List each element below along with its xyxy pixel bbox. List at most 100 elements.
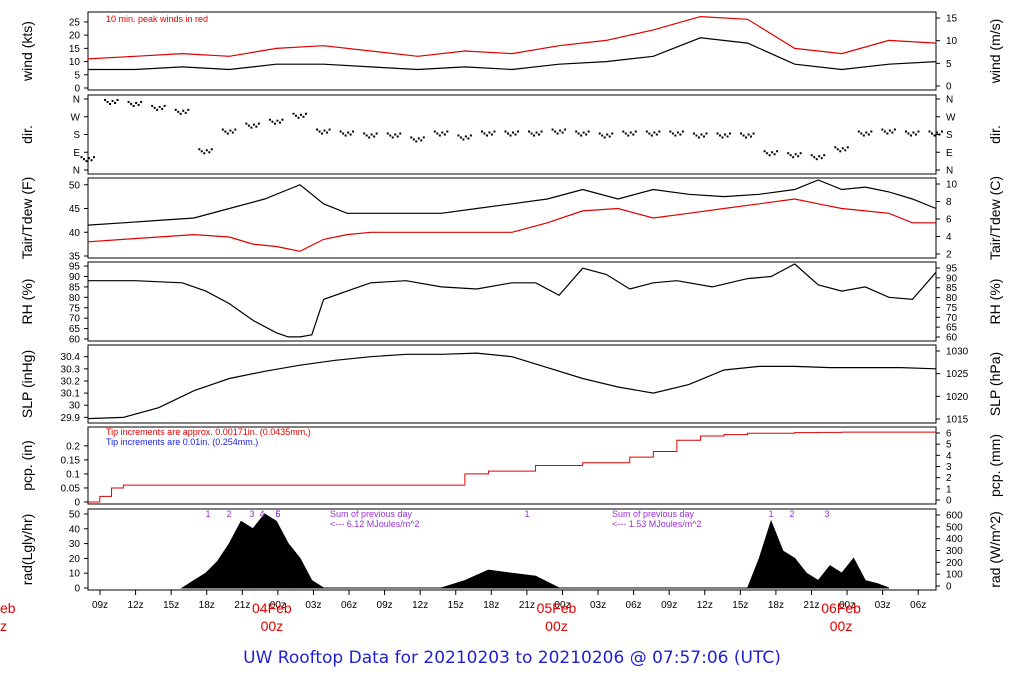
- data-point: [658, 130, 661, 133]
- y-tick-label: 1: [946, 484, 952, 495]
- panel-annotation: Tip increments are approx. 0.00171in. (0…: [106, 427, 311, 437]
- data-point: [881, 128, 884, 131]
- data-point: [799, 152, 802, 155]
- data-point: [931, 132, 933, 135]
- left-axis-label: SLP (inHg): [19, 350, 35, 418]
- panel-annotation: Tip increments are 0.01in. (0.254mm.): [106, 437, 258, 447]
- data-point: [509, 134, 512, 137]
- data-point: [846, 146, 849, 149]
- y-tick-label: 90: [946, 273, 958, 284]
- day-time-label: 00z: [545, 618, 568, 634]
- left-axis-label: rad(Lgly/hr): [19, 514, 35, 586]
- data-point: [88, 157, 90, 160]
- data-point: [789, 154, 792, 157]
- data-point: [928, 130, 931, 133]
- data-point: [655, 133, 658, 136]
- data-point: [622, 130, 625, 133]
- data-point: [365, 134, 368, 137]
- y-tick-label: 30: [69, 539, 81, 550]
- right-axis-label: rad (W/m^2): [987, 511, 1003, 588]
- y-tick-label: 70: [946, 313, 958, 324]
- data-point: [603, 136, 606, 139]
- y-tick-label: 0.05: [61, 483, 81, 494]
- y-tick-label: 30.1: [61, 389, 81, 400]
- x-tick-label: 09z: [92, 600, 108, 611]
- line-series: [88, 431, 936, 503]
- sun-marker-label: 3: [824, 509, 829, 519]
- y-tick-label: 10: [946, 180, 958, 191]
- data-point: [132, 104, 135, 107]
- data-point: [747, 133, 750, 136]
- data-point: [810, 154, 813, 157]
- y-tick-label: 0: [946, 496, 952, 507]
- data-point: [697, 136, 700, 139]
- y-tick-label: 1030: [946, 347, 969, 358]
- panel-annotation: <--- 1.53 MJoules/m^2: [612, 519, 702, 529]
- data-point: [726, 135, 729, 138]
- data-point: [611, 132, 614, 135]
- data-point: [669, 130, 672, 133]
- data-point: [467, 137, 470, 140]
- x-tick-label: 21z: [519, 600, 535, 611]
- data-point: [109, 102, 112, 105]
- data-point: [436, 132, 439, 135]
- data-point: [857, 130, 860, 133]
- data-point: [156, 108, 159, 111]
- y-tick-label: 20: [69, 31, 81, 42]
- data-point: [85, 160, 88, 163]
- data-point: [151, 104, 154, 107]
- data-point: [83, 158, 85, 161]
- x-tick-label: 00z: [839, 600, 855, 611]
- data-point: [137, 103, 140, 106]
- y-tick-label: 100: [946, 570, 963, 581]
- data-point: [627, 134, 630, 137]
- data-point: [271, 120, 274, 123]
- data-point: [862, 134, 865, 137]
- y-tick-label: N: [946, 95, 953, 106]
- data-point: [295, 114, 297, 117]
- y-tick-label: 0: [946, 582, 952, 593]
- right-axis-label: pcp. (mm): [987, 434, 1003, 497]
- y-tick-label: 5: [946, 59, 952, 70]
- panel-annotation: Sum of previous day: [612, 509, 695, 519]
- data-point: [580, 134, 583, 137]
- data-point: [634, 130, 637, 133]
- y-tick-label: 500: [946, 522, 963, 533]
- data-point: [163, 104, 166, 107]
- data-point: [184, 111, 187, 114]
- data-point: [750, 135, 753, 138]
- y-tick-label: 40: [69, 524, 81, 535]
- sun-marker-label: 2: [226, 509, 231, 519]
- data-point: [700, 133, 703, 136]
- data-point: [773, 153, 776, 156]
- panel-rad: rad(Lgly/hr) rad (W/m^2)01020304050010020…: [19, 508, 1003, 595]
- data-point: [480, 130, 483, 133]
- data-point: [412, 138, 415, 141]
- y-tick-label: 65: [69, 324, 81, 335]
- data-point: [339, 130, 342, 133]
- data-point: [257, 122, 260, 125]
- data-point: [391, 136, 394, 139]
- y-tick-label: 35: [69, 252, 81, 263]
- y-tick-label: 40: [69, 228, 81, 239]
- day-date-label: 06Feb: [821, 600, 861, 616]
- y-tick-label: 80: [946, 293, 958, 304]
- data-point: [907, 132, 910, 135]
- y-tick-label: 15: [946, 14, 958, 25]
- y-tick-label: 95: [946, 264, 958, 275]
- data-point: [559, 129, 562, 132]
- x-tick-label: 12z: [697, 600, 713, 611]
- data-point: [205, 149, 208, 152]
- data-point: [517, 130, 519, 133]
- data-point: [794, 153, 797, 156]
- left-axis-label: RH (%): [19, 279, 35, 325]
- data-point: [729, 132, 731, 135]
- data-point: [702, 135, 705, 138]
- y-tick-label: 1020: [946, 392, 969, 403]
- data-point: [585, 133, 588, 136]
- y-tick-label: 30.4: [61, 352, 81, 363]
- data-point: [399, 132, 402, 135]
- y-tick-label: 10: [69, 569, 81, 580]
